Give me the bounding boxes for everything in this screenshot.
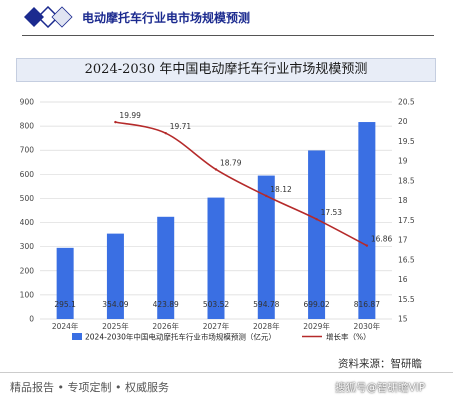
y-right-tick-label: 16 [398,275,408,284]
growth-rate-point [365,244,369,247]
watermark: 搜狐号@智研瞻VIP [335,382,426,394]
source-note: 资料来源：智研瞻 [338,358,422,370]
growth-rate-point [114,120,117,124]
y-left-tick-label: 800 [20,122,35,131]
y-right-tick-label: 15 [398,315,408,324]
bar-value-label: 295.1 [54,300,76,309]
legend-label-line: 增长率（%） [326,332,371,342]
header-divider [22,35,434,36]
x-tick-label: 2024年 [52,321,79,331]
x-tick-label: 2026年 [152,321,179,331]
y-right-tick-label: 18 [398,196,408,205]
legend-label-bar: 2024-2030年中国电动摩托车行业市场规模预测（亿元） [85,332,276,342]
bar-value-label: 423.89 [153,300,179,309]
growth-rate-point [164,131,167,135]
bar [308,150,326,319]
bar-value-label: 594.78 [253,300,279,309]
legend-swatch-bar [72,333,82,340]
y-left-tick-label: 900 [20,98,35,107]
x-tick-label: 2029年 [303,321,330,331]
growth-rate-point [214,168,218,171]
x-tick-label: 2030年 [354,321,381,331]
bar [157,216,175,319]
growth-rate-point [315,217,318,221]
x-tick-label: 2027年 [203,321,230,331]
company-logo [24,6,73,28]
growth-rate-point [265,194,268,198]
growth-rate-label: 16.86 [371,235,393,244]
growth-rate-label: 18.12 [270,185,292,194]
footer-tagline: 精品报告 • 专项定制 • 权威服务 [10,381,169,394]
y-right-tick-label: 20 [398,117,408,126]
y-right-tick-label: 20.5 [398,98,415,107]
growth-rate-label: 17.53 [321,208,343,217]
y-left-tick-label: 500 [20,194,35,203]
bar-value-label: 699.02 [303,300,329,309]
y-left-tick-label: 0 [29,315,34,324]
bar [358,122,376,319]
bar-value-label: 816.87 [354,300,380,309]
y-right-tick-label: 15.5 [398,295,415,304]
bar-value-label: 503.52 [203,300,229,309]
y-left-tick-label: 200 [20,266,35,275]
y-right-tick-label: 19 [398,157,408,166]
logo-diamond-dark [24,7,44,27]
y-left-tick-label: 700 [20,146,35,155]
y-right-tick-label: 17 [398,236,408,245]
y-right-tick-label: 18.5 [398,176,415,185]
bar [257,175,275,319]
logo-diamond-light [51,6,73,28]
footer-divider [0,372,453,373]
growth-rate-label: 18.79 [220,158,242,167]
y-left-tick-label: 400 [20,218,35,227]
bar [106,233,124,319]
growth-rate-line [115,121,368,247]
chart-area: 0 100 200 300 400 500 600 700 800 900 15 15.5 16 16.5… [20,98,415,342]
bar [56,247,74,319]
bar-value-label: 354.09 [102,300,128,309]
x-tick-label: 2028年 [253,321,280,331]
bar [207,197,225,319]
x-tick-label: 2025年 [102,321,129,331]
y-right-tick-label: 19.5 [398,137,415,146]
y-left-tick-label: 300 [20,242,35,251]
growth-rate-label: 19.99 [119,111,141,120]
chart-title: 2024-2030 年中国电动摩托车行业市场规模预测 [16,58,436,82]
header-title: 电动摩托车行业电市场规模预测 [82,11,251,25]
y-right-tick-label: 16.5 [398,255,415,264]
y-left-tick-label: 100 [20,290,35,299]
y-left-tick-label: 600 [20,170,35,179]
growth-rate-label: 19.71 [170,122,192,131]
y-right-tick-label: 17.5 [398,216,415,225]
